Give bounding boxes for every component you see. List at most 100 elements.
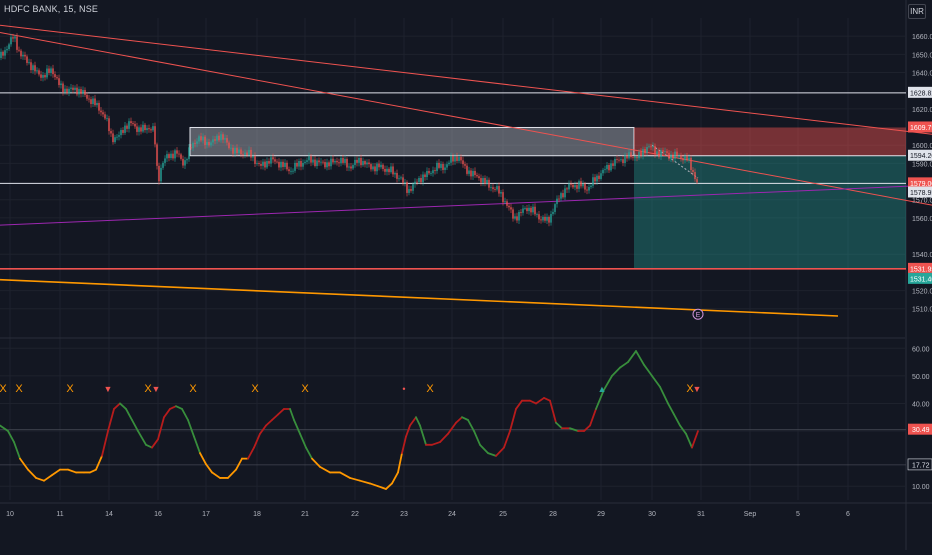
candle: [114, 137, 116, 143]
candle: [46, 68, 48, 78]
candle: [12, 37, 14, 39]
oscillator-segment: [659, 385, 669, 405]
candle: [184, 160, 186, 166]
candle: [566, 188, 568, 190]
candle: [304, 161, 306, 163]
oscillator-segment: [479, 443, 489, 455]
candle: [396, 173, 398, 179]
candle: [650, 146, 652, 148]
signal-markers: X X X ▼ X ▼ X X X • X ▲ X▼: [0, 383, 701, 395]
candle: [436, 162, 438, 171]
candle: [578, 181, 580, 189]
oscillator-segment: [253, 432, 261, 449]
oscillator-segment: [467, 419, 475, 432]
candle: [466, 165, 468, 174]
candle: [148, 128, 150, 130]
candle: [682, 158, 684, 161]
candle: [234, 147, 236, 154]
time-tick-label: 18: [253, 511, 261, 518]
candle: [152, 126, 154, 131]
oscillator-segment: [415, 416, 421, 427]
candle: [208, 142, 210, 146]
candle: [278, 161, 280, 168]
currency-button[interactable]: INR: [908, 4, 926, 19]
candle: [142, 124, 144, 132]
oscillator-segment: [235, 457, 243, 471]
oscillator-segment: [107, 408, 115, 432]
time-tick-label: 6: [846, 511, 850, 518]
candle: [656, 151, 658, 155]
candle: [256, 163, 258, 164]
candle: [112, 133, 114, 143]
candle: [132, 123, 134, 124]
oscillator-segment: [265, 419, 273, 427]
candle: [540, 219, 542, 221]
candle: [634, 157, 636, 158]
candle: [212, 139, 214, 143]
candle: [48, 68, 50, 73]
oscillator-segment: [193, 435, 201, 455]
candle: [590, 185, 592, 187]
candle: [194, 142, 196, 144]
oscillator-segment: [509, 408, 517, 432]
oscillator-segment: [583, 424, 591, 432]
candle: [684, 155, 686, 161]
candle: [156, 144, 158, 166]
candle: [44, 75, 46, 78]
candle: [188, 147, 190, 160]
candle: [56, 77, 58, 79]
price-tick-label: 1520.00: [912, 289, 932, 296]
candle: [200, 136, 202, 141]
price-label: 1594.20: [910, 153, 932, 160]
oscillator-segment: [89, 468, 97, 474]
oscillator-segment: [349, 477, 361, 482]
candle: [70, 87, 72, 89]
candle: [612, 163, 614, 166]
candle: [440, 163, 442, 168]
candle: [84, 89, 86, 95]
signal-marker: X: [66, 383, 74, 395]
time-axis[interactable]: 10 11 14 16 17 18 21 22 23 24 25 28 29 30 31 Sep 5 6: [6, 511, 850, 518]
candle: [500, 192, 502, 194]
oscillator-segment: [377, 485, 387, 490]
price-axis[interactable]: 1660.00 1650.00 1640.00 1620.00 1600.00 1590.…: [907, 34, 932, 491]
candle: [254, 156, 256, 164]
oscillator-segment: [643, 363, 653, 377]
candle: [334, 160, 336, 163]
oscillator-segment: [611, 366, 621, 377]
candle: [688, 157, 690, 161]
candle: [300, 161, 302, 167]
candle: [52, 68, 54, 75]
candle: [90, 99, 92, 105]
candle: [550, 213, 552, 223]
candle: [96, 102, 98, 106]
candle: [220, 134, 222, 141]
oscillator-segment: [247, 446, 255, 460]
candle: [268, 161, 270, 164]
candle: [434, 170, 436, 171]
candle: [126, 125, 128, 129]
candle: [514, 216, 516, 219]
oscillator-segment: [293, 419, 301, 435]
candle: [326, 162, 328, 168]
stop-loss-zone: [634, 127, 906, 156]
price-label-box: [908, 121, 932, 133]
oscillator-segment: [359, 479, 371, 485]
candle: [610, 163, 612, 171]
candle: [110, 131, 112, 134]
candle: [284, 162, 286, 167]
candle: [412, 184, 414, 191]
candle: [282, 161, 284, 167]
oscillator-segment: [43, 474, 53, 482]
candle: [310, 156, 312, 163]
oscillator-segment: [101, 430, 109, 457]
time-tick-label: Sep: [744, 511, 757, 518]
candle: [674, 151, 676, 159]
time-tick-label: 11: [56, 511, 63, 518]
candle: [140, 127, 142, 132]
candle: [442, 163, 444, 170]
candle: [608, 164, 610, 171]
oscillator-segment: [627, 350, 637, 363]
